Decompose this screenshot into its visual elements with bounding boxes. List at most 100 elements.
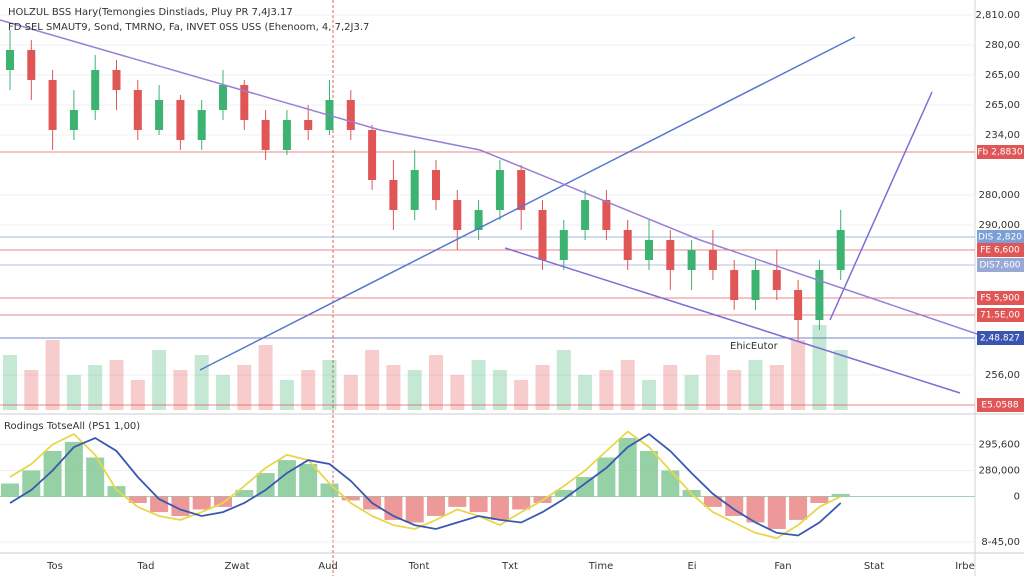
histogram-bar bbox=[554, 490, 573, 497]
price-tag-label: FE 6,600 bbox=[980, 246, 1020, 256]
candle-body bbox=[687, 250, 696, 270]
candle-body bbox=[368, 130, 377, 180]
candle-body bbox=[197, 110, 206, 140]
histogram-bar bbox=[448, 496, 467, 507]
y-tick-label: 280,000 bbox=[979, 190, 1020, 201]
candle-body bbox=[389, 180, 398, 210]
volume-bar bbox=[556, 350, 571, 410]
annotation: EhicEutor bbox=[730, 341, 779, 352]
candle-body bbox=[666, 240, 675, 270]
volume-bar bbox=[24, 370, 39, 410]
histogram-bar bbox=[427, 496, 445, 516]
volume-bar bbox=[620, 360, 635, 410]
histogram-bar bbox=[597, 457, 616, 497]
oscillator-line bbox=[9, 433, 842, 537]
volume-bar bbox=[258, 345, 273, 410]
candle-body bbox=[645, 240, 653, 260]
trend-line bbox=[199, 36, 856, 371]
volume-bar bbox=[769, 365, 784, 410]
candle-body bbox=[751, 270, 760, 300]
subtitle: FD SEL SMAUT9, Sond, TMRNO, Fa, INVET 0S… bbox=[8, 22, 369, 33]
channel-line bbox=[504, 247, 961, 394]
histogram-bar bbox=[22, 470, 41, 497]
y-tick-label: 290,000 bbox=[979, 220, 1020, 231]
candle-body bbox=[91, 70, 100, 110]
volume-bar bbox=[301, 370, 316, 410]
volume-bar bbox=[450, 375, 465, 410]
y-tick-label: 256,00 bbox=[985, 370, 1020, 381]
candle-body bbox=[219, 85, 227, 110]
volume-bar bbox=[322, 360, 337, 410]
price-tag-label: 2,48.827 bbox=[980, 334, 1020, 344]
price-tag-label: E5.0588 bbox=[981, 401, 1018, 411]
price-tag bbox=[977, 398, 1024, 412]
histogram-bar bbox=[214, 496, 232, 507]
price-tag bbox=[977, 308, 1024, 322]
histogram-bar bbox=[661, 470, 680, 497]
oscillator-line bbox=[9, 430, 842, 540]
x-tick-label: Zwat bbox=[224, 561, 249, 572]
candle-body bbox=[346, 100, 355, 130]
y-tick-label: 265,00 bbox=[985, 100, 1020, 111]
volume-bar bbox=[684, 375, 699, 410]
candle-body bbox=[559, 230, 568, 260]
candle-body bbox=[69, 110, 78, 130]
volume-bar bbox=[642, 380, 656, 410]
histogram-bar bbox=[64, 441, 83, 497]
volume-bar bbox=[109, 360, 124, 410]
histogram-bar bbox=[128, 496, 147, 503]
histogram-bar bbox=[725, 496, 744, 516]
histogram-bar bbox=[107, 486, 126, 497]
price-tag-label: 71.5E,00 bbox=[980, 311, 1020, 321]
x-tick-label: Fan bbox=[774, 561, 791, 572]
volume-bar bbox=[66, 375, 81, 410]
y-tick-label: 2,810.00 bbox=[975, 10, 1020, 21]
oscillator-title: Rodings TotseAll (PS1 1,00) bbox=[4, 421, 140, 432]
candle-body bbox=[133, 90, 142, 130]
price-tag bbox=[977, 291, 1024, 305]
volume-bar bbox=[514, 380, 529, 410]
histogram-bar bbox=[277, 460, 296, 497]
candle-body bbox=[794, 290, 803, 320]
price-tag-label: DIS7,600 bbox=[979, 261, 1020, 271]
price-tag-label: FS 5,900 bbox=[980, 294, 1020, 304]
volume-bar bbox=[45, 340, 60, 410]
x-tick-label: Ei bbox=[687, 561, 696, 572]
x-tick-label: Tad bbox=[137, 561, 155, 572]
volume-bar bbox=[3, 355, 17, 410]
histogram-bar bbox=[235, 490, 254, 497]
y-tick-label: 0 bbox=[1014, 492, 1020, 503]
volume-bar bbox=[535, 365, 550, 410]
histogram-bar bbox=[299, 464, 318, 497]
volume-bar bbox=[705, 355, 720, 410]
candle-body bbox=[623, 230, 632, 260]
y-tick-label: 8-45,00 bbox=[981, 537, 1020, 548]
volume-bar bbox=[130, 380, 145, 410]
candle-body bbox=[581, 200, 590, 230]
volume-bar bbox=[663, 365, 678, 410]
candle-body bbox=[261, 120, 270, 150]
candle-body bbox=[474, 210, 483, 230]
volume-bar bbox=[365, 350, 380, 410]
x-tick-label: Tos bbox=[46, 561, 63, 572]
volume-bar bbox=[343, 375, 358, 410]
candle-body bbox=[112, 70, 121, 90]
volume-bar bbox=[216, 375, 230, 410]
histogram-bar bbox=[43, 451, 62, 497]
histogram-bar bbox=[256, 473, 275, 497]
volume-bar bbox=[194, 355, 209, 410]
histogram-bar bbox=[767, 496, 786, 529]
histogram-bar bbox=[192, 496, 211, 510]
volume-bar bbox=[386, 365, 401, 410]
x-tick-label: Aud bbox=[318, 561, 338, 572]
volume-bar bbox=[833, 350, 848, 410]
candle-body bbox=[432, 170, 440, 200]
x-tick-label: Time bbox=[588, 561, 613, 572]
volume-bar bbox=[279, 380, 294, 410]
candle-body bbox=[730, 270, 739, 300]
x-tick-label: Tont bbox=[408, 561, 430, 572]
price-tag-label: Fb 2,8830 bbox=[977, 148, 1023, 158]
histogram-bar bbox=[810, 496, 829, 503]
